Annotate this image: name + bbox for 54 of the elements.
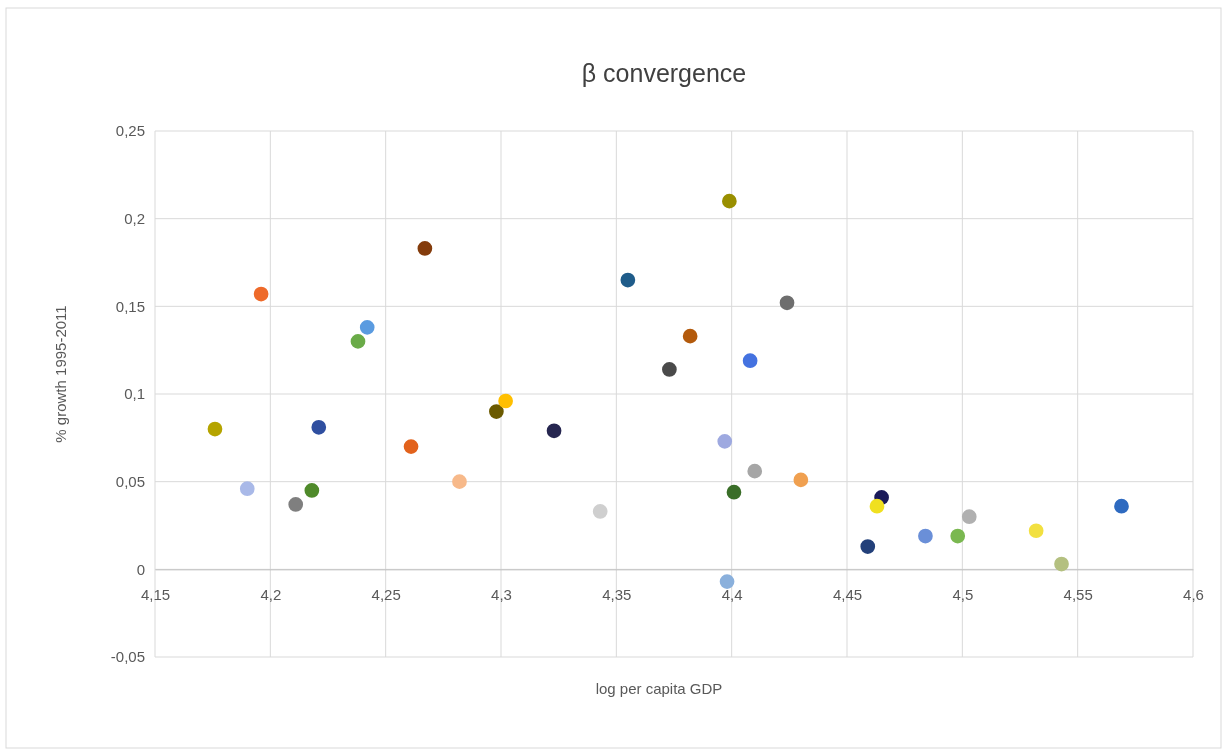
point <box>682 328 698 344</box>
x-tick-label: 4,35 <box>602 585 632 603</box>
point <box>403 439 419 454</box>
y-tick-label: 0 <box>136 560 145 578</box>
point <box>742 353 758 369</box>
chart-title: β convergence <box>581 59 747 87</box>
y-tick-label: 0,25 <box>115 122 145 140</box>
point <box>417 241 433 256</box>
y-tick-label: 0,05 <box>115 472 145 490</box>
x-tick-label: 4,25 <box>371 585 401 603</box>
x-tick-label: 4,55 <box>1063 585 1093 603</box>
point <box>722 193 737 209</box>
point <box>546 423 562 439</box>
y-tick-label: 0,15 <box>115 297 145 315</box>
point <box>793 472 809 488</box>
point <box>662 362 677 377</box>
x-tick-label: 4,4 <box>721 585 743 603</box>
x-tick-label: 4,45 <box>832 585 863 603</box>
y-tick-label: 0,1 <box>124 385 145 403</box>
point <box>350 334 366 349</box>
x-tick-label: 4,5 <box>952 585 974 603</box>
point <box>498 393 513 409</box>
point <box>253 286 269 302</box>
point <box>592 504 608 519</box>
point <box>869 498 885 514</box>
x-axis-title: log per capita GDP <box>595 680 723 697</box>
point <box>304 483 320 498</box>
point <box>489 404 504 419</box>
point <box>779 295 795 311</box>
point <box>950 528 966 544</box>
point <box>1054 556 1069 572</box>
y-tick-label: 0,2 <box>124 209 145 227</box>
point <box>726 484 742 500</box>
y-axis-title: % growth 1995-2011 <box>52 305 69 443</box>
y-tick-label: -0,05 <box>110 648 145 666</box>
point <box>860 539 876 554</box>
point <box>747 463 763 479</box>
point <box>620 272 636 288</box>
point <box>239 481 255 497</box>
point <box>452 474 467 490</box>
x-tick-label: 4,3 <box>491 585 512 603</box>
point <box>719 574 735 589</box>
x-tick-label: 4,2 <box>260 585 282 603</box>
point <box>918 528 933 544</box>
x-tick-label: 4,15 <box>140 585 171 603</box>
point <box>359 320 375 335</box>
point <box>717 434 733 449</box>
point <box>1028 523 1044 539</box>
point <box>961 509 977 525</box>
point <box>311 419 327 435</box>
x-tick-label: 4,6 <box>1183 585 1204 603</box>
point <box>207 421 223 437</box>
point <box>1114 498 1129 514</box>
point <box>288 497 304 512</box>
